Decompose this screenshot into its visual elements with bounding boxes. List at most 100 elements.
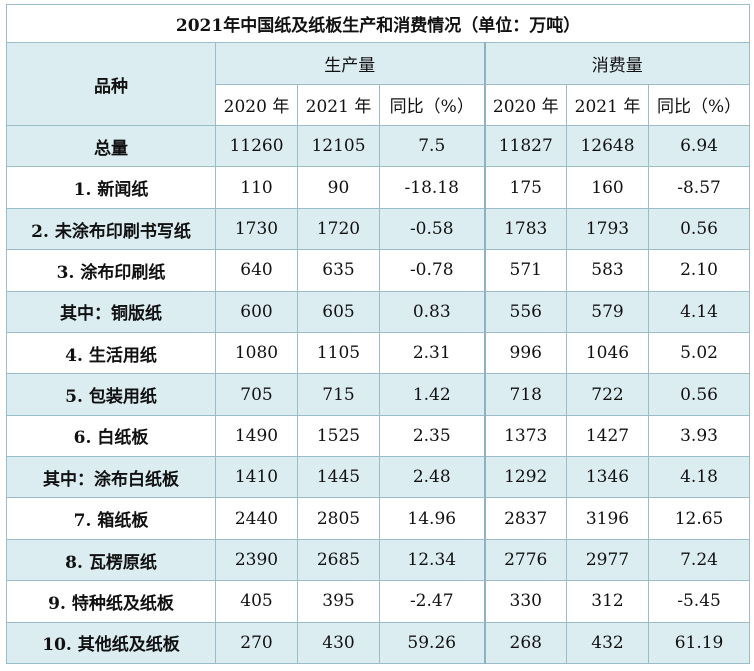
row-name-cell: 2. 未涂布印刷书写纸 (6, 207, 216, 251)
consumption-year-2021-header: 2021 年 (566, 83, 649, 127)
production-yoy-cell: -0.58 (379, 207, 485, 251)
production-2020-cell: 1410 (215, 456, 298, 499)
table-row: 其中：涂布白纸板 1410 1445 2.48 1292 1346 4.18 (6, 456, 751, 499)
table-row: 其中：铜版纸 600 605 0.83 556 579 4.14 (6, 290, 751, 333)
production-header: 生产量 (215, 42, 485, 85)
consumption-2021-cell: 160 (566, 166, 649, 209)
consumption-yoy-cell: 61.19 (647, 621, 751, 665)
row-name-cell: 1. 新闻纸 (6, 166, 216, 209)
consumption-yoy-cell: 12.65 (647, 497, 751, 540)
production-yoy-cell: -18.18 (379, 166, 485, 209)
production-yoy-header: 同比（%） (379, 83, 485, 127)
row-name-cell: 总量 (6, 125, 216, 168)
production-2020-cell: 405 (215, 580, 298, 623)
consumption-2020-cell: 2837 (483, 497, 567, 540)
production-2020-cell: 270 (215, 621, 298, 665)
production-yoy-cell: 0.83 (379, 290, 485, 333)
table-row: 5. 包装用纸 705 715 1.42 718 722 0.56 (6, 373, 751, 416)
consumption-2021-cell: 12648 (566, 125, 649, 168)
production-2020-cell: 1080 (215, 331, 298, 375)
production-year-2021-header: 2021 年 (297, 83, 380, 127)
production-2020-cell: 1490 (215, 414, 298, 458)
consumption-2020-cell: 1783 (483, 207, 567, 251)
production-2021-cell: 1105 (297, 331, 380, 375)
production-2021-cell: 395 (297, 580, 380, 623)
consumption-year-2020-header: 2020 年 (483, 83, 567, 127)
row-name-cell: 4. 生活用纸 (6, 331, 216, 375)
consumption-2020-cell: 1373 (483, 414, 567, 458)
table-row: 6. 白纸板 1490 1525 2.35 1373 1427 3.93 (6, 414, 751, 458)
consumption-yoy-cell: 0.56 (647, 373, 751, 416)
consumption-2021-cell: 722 (566, 373, 649, 416)
production-yoy-cell: 12.34 (379, 538, 485, 582)
consumption-2020-cell: 11827 (483, 125, 567, 168)
table-row: 2. 未涂布印刷书写纸 1730 1720 -0.58 1783 1793 0.56 (6, 207, 751, 251)
production-2020-cell: 11260 (215, 125, 298, 168)
consumption-2020-cell: 571 (483, 249, 567, 292)
consumption-2021-cell: 312 (566, 580, 649, 623)
production-2020-cell: 2390 (215, 538, 298, 582)
consumption-yoy-cell: 4.18 (647, 456, 751, 499)
consumption-yoy-cell: 3.93 (647, 414, 751, 458)
consumption-2021-cell: 432 (566, 621, 649, 665)
production-2020-cell: 1730 (215, 207, 298, 251)
production-year-2020-header: 2020 年 (215, 83, 298, 127)
row-name-cell: 其中：铜版纸 (6, 290, 216, 333)
production-2021-cell: 2805 (297, 497, 380, 540)
production-2020-cell: 110 (215, 166, 298, 209)
production-2021-cell: 1720 (297, 207, 380, 251)
consumption-2021-cell: 1346 (566, 456, 649, 499)
production-2020-cell: 705 (215, 373, 298, 416)
production-2021-cell: 90 (297, 166, 380, 209)
consumption-yoy-cell: 6.94 (647, 125, 751, 168)
row-name-cell: 8. 瓦楞原纸 (6, 538, 216, 582)
table-row: 7. 箱纸板 2440 2805 14.96 2837 3196 12.65 (6, 497, 751, 540)
consumption-header: 消费量 (483, 42, 751, 85)
consumption-yoy-cell: -5.45 (647, 580, 751, 623)
consumption-2021-cell: 583 (566, 249, 649, 292)
table-row: 9. 特种纸及纸板 405 395 -2.47 330 312 -5.45 (6, 580, 751, 623)
production-yoy-cell: 2.35 (379, 414, 485, 458)
row-name-cell: 3. 涂布印刷纸 (6, 249, 216, 292)
consumption-yoy-cell: 4.14 (647, 290, 751, 333)
production-2021-cell: 605 (297, 290, 380, 333)
production-2020-cell: 2440 (215, 497, 298, 540)
production-2020-cell: 640 (215, 249, 298, 292)
consumption-yoy-header: 同比（%） (647, 83, 751, 127)
category-header: 品种 (6, 42, 216, 127)
row-name-cell: 9. 特种纸及纸板 (6, 580, 216, 623)
consumption-2021-cell: 1793 (566, 207, 649, 251)
consumption-2021-cell: 1046 (566, 331, 649, 375)
production-yoy-cell: 59.26 (379, 621, 485, 665)
production-yoy-cell: -0.78 (379, 249, 485, 292)
table-row: 3. 涂布印刷纸 640 635 -0.78 571 583 2.10 (6, 249, 751, 292)
table-title: 2021年中国纸及纸板生产和消费情况（单位：万吨） (5, 3, 751, 44)
table-row: 1. 新闻纸 110 90 -18.18 175 160 -8.57 (6, 166, 751, 209)
table-row: 8. 瓦楞原纸 2390 2685 12.34 2776 2977 7.24 (6, 538, 751, 582)
consumption-yoy-cell: 2.10 (647, 249, 751, 292)
row-name-cell: 10. 其他纸及纸板 (6, 621, 216, 665)
consumption-2020-cell: 330 (483, 580, 567, 623)
production-yoy-cell: 7.5 (379, 125, 485, 168)
production-2021-cell: 2685 (297, 538, 380, 582)
production-2021-cell: 1525 (297, 414, 380, 458)
production-2020-cell: 600 (215, 290, 298, 333)
table-row: 总量 11260 12105 7.5 11827 12648 6.94 (6, 125, 751, 168)
consumption-2020-cell: 718 (483, 373, 567, 416)
table-body: 总量 11260 12105 7.5 11827 12648 6.94 1. 新闻纸 110 90… (6, 125, 751, 665)
production-2021-cell: 715 (297, 373, 380, 416)
consumption-2020-cell: 1292 (483, 456, 567, 499)
production-yoy-cell: 2.31 (379, 331, 485, 375)
row-name-cell: 7. 箱纸板 (6, 497, 216, 540)
consumption-2021-cell: 579 (566, 290, 649, 333)
consumption-2020-cell: 268 (483, 621, 567, 665)
table-row: 4. 生活用纸 1080 1105 2.31 996 1046 5.02 (6, 331, 751, 375)
production-yoy-cell: 2.48 (379, 456, 485, 499)
consumption-2020-cell: 996 (483, 331, 567, 375)
consumption-yoy-cell: 7.24 (647, 538, 751, 582)
row-name-cell: 6. 白纸板 (6, 414, 216, 458)
consumption-2021-cell: 3196 (566, 497, 649, 540)
consumption-yoy-cell: -8.57 (647, 166, 751, 209)
production-yoy-cell: 14.96 (379, 497, 485, 540)
